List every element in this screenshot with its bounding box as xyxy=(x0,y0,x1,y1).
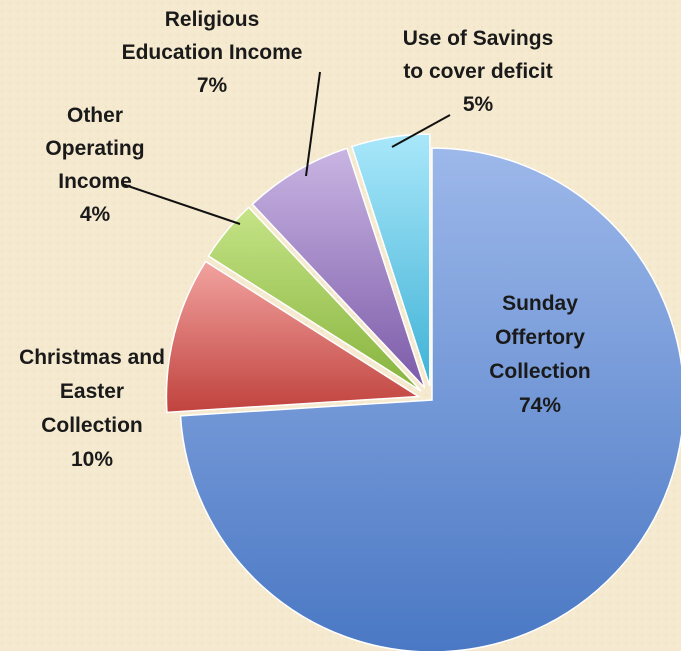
slice-labels: Sunday Offertory Collection 74% Christmas an… xyxy=(19,8,591,471)
pie-slice-0 xyxy=(179,147,681,651)
pie-slice-2 xyxy=(207,206,422,392)
pie-slice-4 xyxy=(350,133,431,387)
slice-name-line: Easter xyxy=(60,380,124,403)
pie-slices xyxy=(165,133,681,651)
slice-value-label: 7% xyxy=(197,74,228,97)
slice-label-0: Sunday Offertory Collection 74% xyxy=(489,292,591,417)
slice-name-line: Operating xyxy=(45,137,144,160)
slice-name-line: Collection xyxy=(489,360,591,383)
slice-label-4: Use of Savings to cover deficit 5% xyxy=(403,27,554,116)
leader-line-3 xyxy=(305,71,321,177)
slice-value-label: 5% xyxy=(463,93,494,116)
slice-name-line: Use of Savings xyxy=(403,27,554,50)
slice-name-line: to cover deficit xyxy=(403,60,552,83)
slice-value-label: 74% xyxy=(519,394,561,417)
slice-name-line: Other xyxy=(67,104,123,127)
slice-name-line: Christmas and xyxy=(19,346,165,369)
slice-name-line: Collection xyxy=(41,414,143,437)
pie-slice-3 xyxy=(251,147,426,389)
slice-value-label: 4% xyxy=(80,203,111,226)
pie-slice-1 xyxy=(165,260,421,414)
slice-value-label: 10% xyxy=(71,448,113,471)
leader-line-4 xyxy=(391,114,451,148)
slice-name-line: Sunday xyxy=(502,292,578,315)
slice-label-3: Religious Education Income 7% xyxy=(122,8,303,97)
leader-lines xyxy=(121,71,451,225)
slice-name-line: Education Income xyxy=(122,41,303,64)
leader-line-2 xyxy=(121,183,241,225)
slice-name-line: Religious xyxy=(165,8,260,31)
slice-name-line: Income xyxy=(58,170,132,193)
slice-label-1: Christmas and Easter Collection 10% xyxy=(19,346,165,471)
slice-name-line: Offertory xyxy=(495,326,585,349)
slice-label-2: Other Operating Income 4% xyxy=(45,104,144,226)
